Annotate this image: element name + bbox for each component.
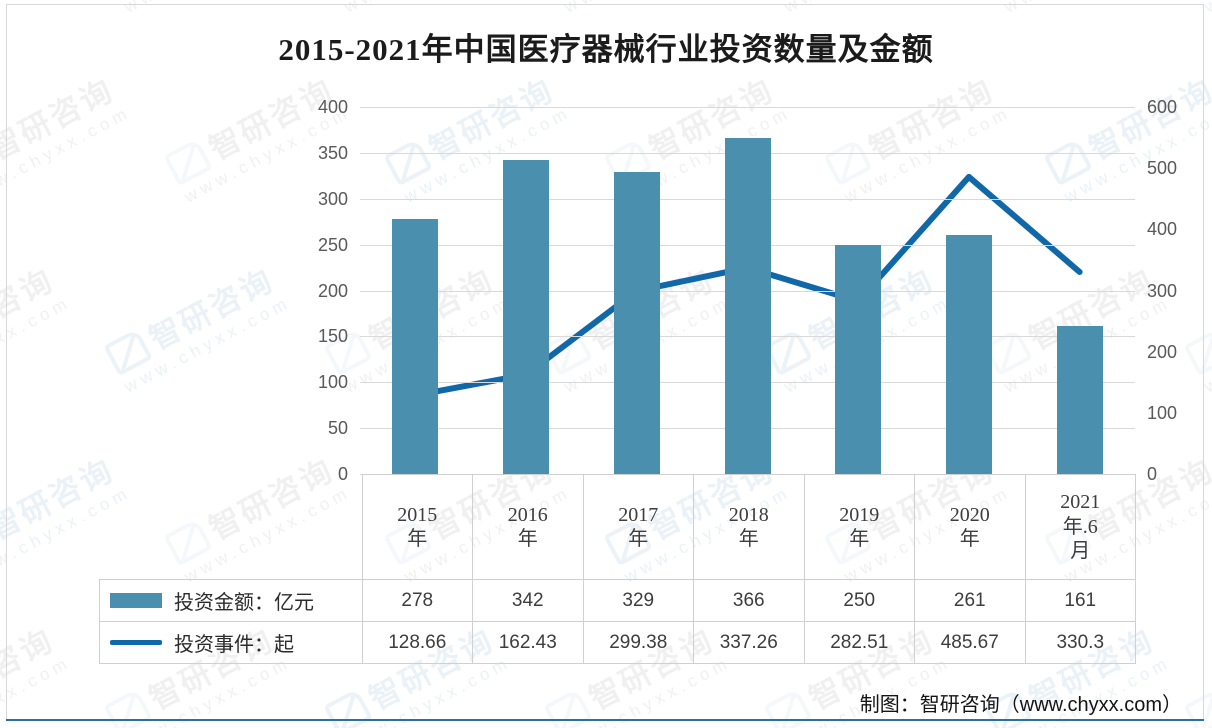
cell-bar-3: 366 (693, 579, 805, 622)
x-axis-label-5: 2020 年 (914, 474, 1026, 580)
x-axis-label-1: 2016 年 (472, 474, 584, 580)
table-row-line: 投资事件：起 128.66 162.43 299.38 337.26 282.51 485.… (99, 621, 1136, 664)
cell-bar-1: 342 (472, 579, 584, 622)
y-axis-left-labels: 0 50 100 150 200 250 300 350 400 (286, 98, 348, 483)
legend-label-bar: 投资金额：亿元 (174, 592, 314, 614)
y-axis-right-tick: 0 (1147, 464, 1158, 484)
cell-line-5: 485.67 (914, 621, 1026, 664)
bar-2015年 (392, 218, 439, 474)
cell-line-4: 282.51 (803, 621, 915, 664)
x-axis-label-6: 2021 年.6 月 (1024, 474, 1136, 580)
cell-line-2: 299.38 (582, 621, 694, 664)
cell-bar-4: 250 (803, 579, 915, 622)
cell-line-1: 162.43 (472, 621, 584, 664)
bar-2020年 (945, 234, 992, 474)
legend-swatch-bar-icon (110, 593, 162, 608)
x-axis-label-2: 2017 年 (582, 474, 694, 580)
cell-bar-6: 161 (1024, 579, 1136, 622)
table-row-bar: 投资金额：亿元 278 342 329 366 250 261 161 (99, 579, 1136, 622)
plot-area (360, 107, 1135, 475)
y-axis-right-tick: 200 (1147, 341, 1178, 362)
cell-bar-0: 278 (361, 579, 473, 622)
cell-line-0: 128.66 (361, 621, 473, 664)
y-axis-left-tick: 50 (327, 418, 348, 439)
y-axis-right-tick: 600 (1147, 97, 1178, 117)
x-axis-corner-cell (100, 475, 363, 580)
y-axis-right-tick: 300 (1147, 280, 1178, 301)
legend-label-line: 投资事件：起 (174, 634, 294, 656)
bar-2021年.6月 (1056, 326, 1103, 474)
bar-2019年 (835, 244, 882, 474)
y-axis-right-tick: 100 (1147, 402, 1178, 423)
chart-title: 2015-2021年中国医疗器械行业投资数量及金额 (278, 32, 934, 67)
bar-2017年 (613, 172, 660, 474)
y-axis-right-labels: 0 100 200 300 400 500 600 (1147, 98, 1203, 483)
cell-bar-5: 261 (914, 579, 1026, 622)
x-axis-label-0: 2015 年 (361, 474, 473, 580)
y-axis-left-tick: 0 (337, 464, 348, 484)
x-axis-label-3: 2018 年 (693, 474, 805, 580)
bar-2016年 (503, 160, 550, 474)
y-axis-right-tick: 500 (1147, 158, 1178, 179)
cell-line-3: 337.26 (693, 621, 805, 664)
legend-swatch-line-icon (110, 640, 162, 645)
cell-bar-2: 329 (582, 579, 694, 622)
y-axis-right-tick: 400 (1147, 219, 1178, 240)
y-axis-left-tick: 300 (317, 188, 348, 209)
y-axis-left-tick: 400 (317, 97, 348, 117)
x-axis-row: 2015 年 2016 年 2017 年 2018 年 2019 年 2020 年 2021 年.6 月 (100, 474, 1136, 580)
y-axis-left-tick: 200 (317, 280, 348, 301)
cell-line-6: 330.3 (1024, 621, 1136, 664)
bar-2018年 (724, 138, 771, 474)
gridline (360, 107, 1135, 108)
x-axis-label-4: 2019 年 (803, 474, 915, 580)
data-table: 2015 年 2016 年 2017 年 2018 年 2019 年 2020 年 2021 年.6 月投资… (99, 474, 1136, 664)
legend-item-bar[interactable]: 投资金额：亿元 (99, 579, 363, 622)
footer-credit: 制图：智研咨询（www.chyxx.com） (859, 694, 1182, 716)
y-axis-left-tick: 150 (317, 326, 348, 347)
legend-item-line[interactable]: 投资事件：起 (99, 621, 363, 664)
footer-rule (6, 719, 1204, 721)
y-axis-left-tick: 250 (317, 234, 348, 255)
y-axis-left-tick: 100 (317, 372, 348, 393)
y-axis-left-tick: 350 (317, 142, 348, 163)
